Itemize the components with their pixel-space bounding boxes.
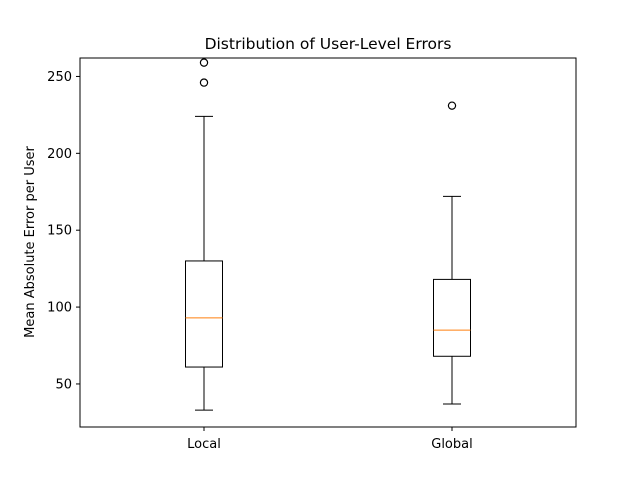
chart-title: Distribution of User-Level Errors [205, 35, 452, 53]
y-tick-label: 200 [47, 147, 72, 162]
y-tick-label: 150 [47, 224, 72, 239]
outlier-point [199, 78, 209, 87]
outlier-point [447, 101, 457, 110]
box-local [185, 260, 223, 368]
y-tick-label: 100 [47, 301, 72, 316]
x-tick-label: Global [431, 437, 472, 452]
x-tick-label: Local [187, 437, 221, 452]
y-tick-label: 50 [55, 377, 72, 392]
y-axis-title: Mean Absolute Error per User [23, 146, 38, 338]
outlier-point [199, 58, 209, 67]
box-global [433, 278, 471, 357]
plot-area: 50 100 150 200 250 Local Global [47, 58, 473, 452]
y-tick-label: 250 [47, 70, 72, 85]
axes-frame [79, 57, 577, 428]
